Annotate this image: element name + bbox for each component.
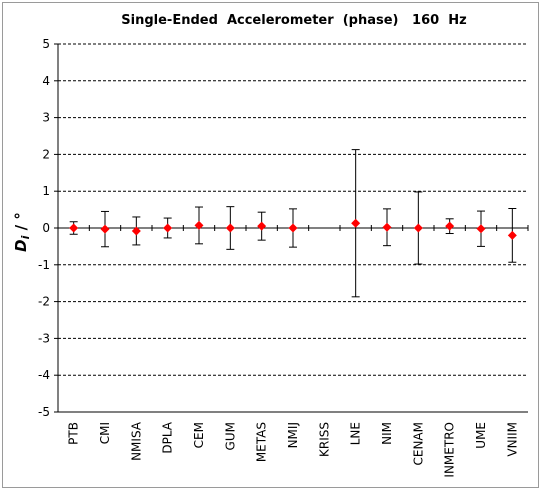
chart-title: Single-Ended Accelerometer (phase) 160 H… xyxy=(121,13,467,28)
x-tick-label: NMISA xyxy=(129,421,143,461)
y-tick-label: 4 xyxy=(42,74,50,88)
data-point xyxy=(163,223,173,233)
y-tick-label: -2 xyxy=(38,295,50,309)
data-point xyxy=(413,223,423,233)
y-axis-label-unit: / ° xyxy=(12,212,30,235)
y-tick-label: 2 xyxy=(42,147,50,161)
y-axis-label-sub: i xyxy=(19,235,32,239)
chart-frame xyxy=(2,2,539,488)
data-point xyxy=(257,221,267,231)
y-tick-label: -3 xyxy=(38,331,50,345)
data-point xyxy=(507,230,517,240)
data-point xyxy=(288,223,298,233)
x-tick-label: GUM xyxy=(223,422,237,450)
data-point xyxy=(445,221,455,231)
y-tick-label: -4 xyxy=(38,368,50,382)
y-tick-label: -5 xyxy=(38,405,50,419)
x-tick-label: NMIJ xyxy=(286,422,300,448)
data-series xyxy=(69,149,517,298)
y-axis-label-main: D xyxy=(12,239,30,251)
y-tick-label: 1 xyxy=(42,184,50,198)
x-tick-label: UME xyxy=(474,422,488,449)
x-tick-label: METAS xyxy=(255,422,269,462)
data-point xyxy=(351,218,361,228)
y-tick-label: -1 xyxy=(38,258,50,272)
data-point xyxy=(100,224,110,234)
x-tick-label: CENAM xyxy=(411,422,425,466)
data-point xyxy=(225,223,235,233)
data-point xyxy=(382,222,392,232)
x-tick-label: NIM xyxy=(380,422,394,445)
x-tick-label: INMETRO xyxy=(443,422,457,478)
data-point xyxy=(69,223,79,233)
y-tick-label: 5 xyxy=(42,37,50,51)
y-tick-label: 3 xyxy=(42,111,50,125)
x-tick-label: DPLA xyxy=(161,421,175,453)
x-tick-label: LNE xyxy=(349,422,363,445)
data-point xyxy=(476,224,486,234)
axes: -5 -4 -3 -2 -1 0 1 2 3 4 5 PTB CMI NMISA DPLA CEM GUM MET… xyxy=(38,37,529,478)
x-tick-label: PTB xyxy=(67,422,81,445)
x-tick-label: CMI xyxy=(98,422,112,444)
x-tick-label: CEM xyxy=(192,422,206,448)
data-point xyxy=(131,226,141,236)
x-tick-label: VNIIM xyxy=(505,422,519,457)
y-axis-label: Di / ° xyxy=(12,212,32,252)
x-tick-label: KRISS xyxy=(317,422,331,457)
data-point xyxy=(194,220,204,230)
y-tick-label: 0 xyxy=(42,221,50,235)
